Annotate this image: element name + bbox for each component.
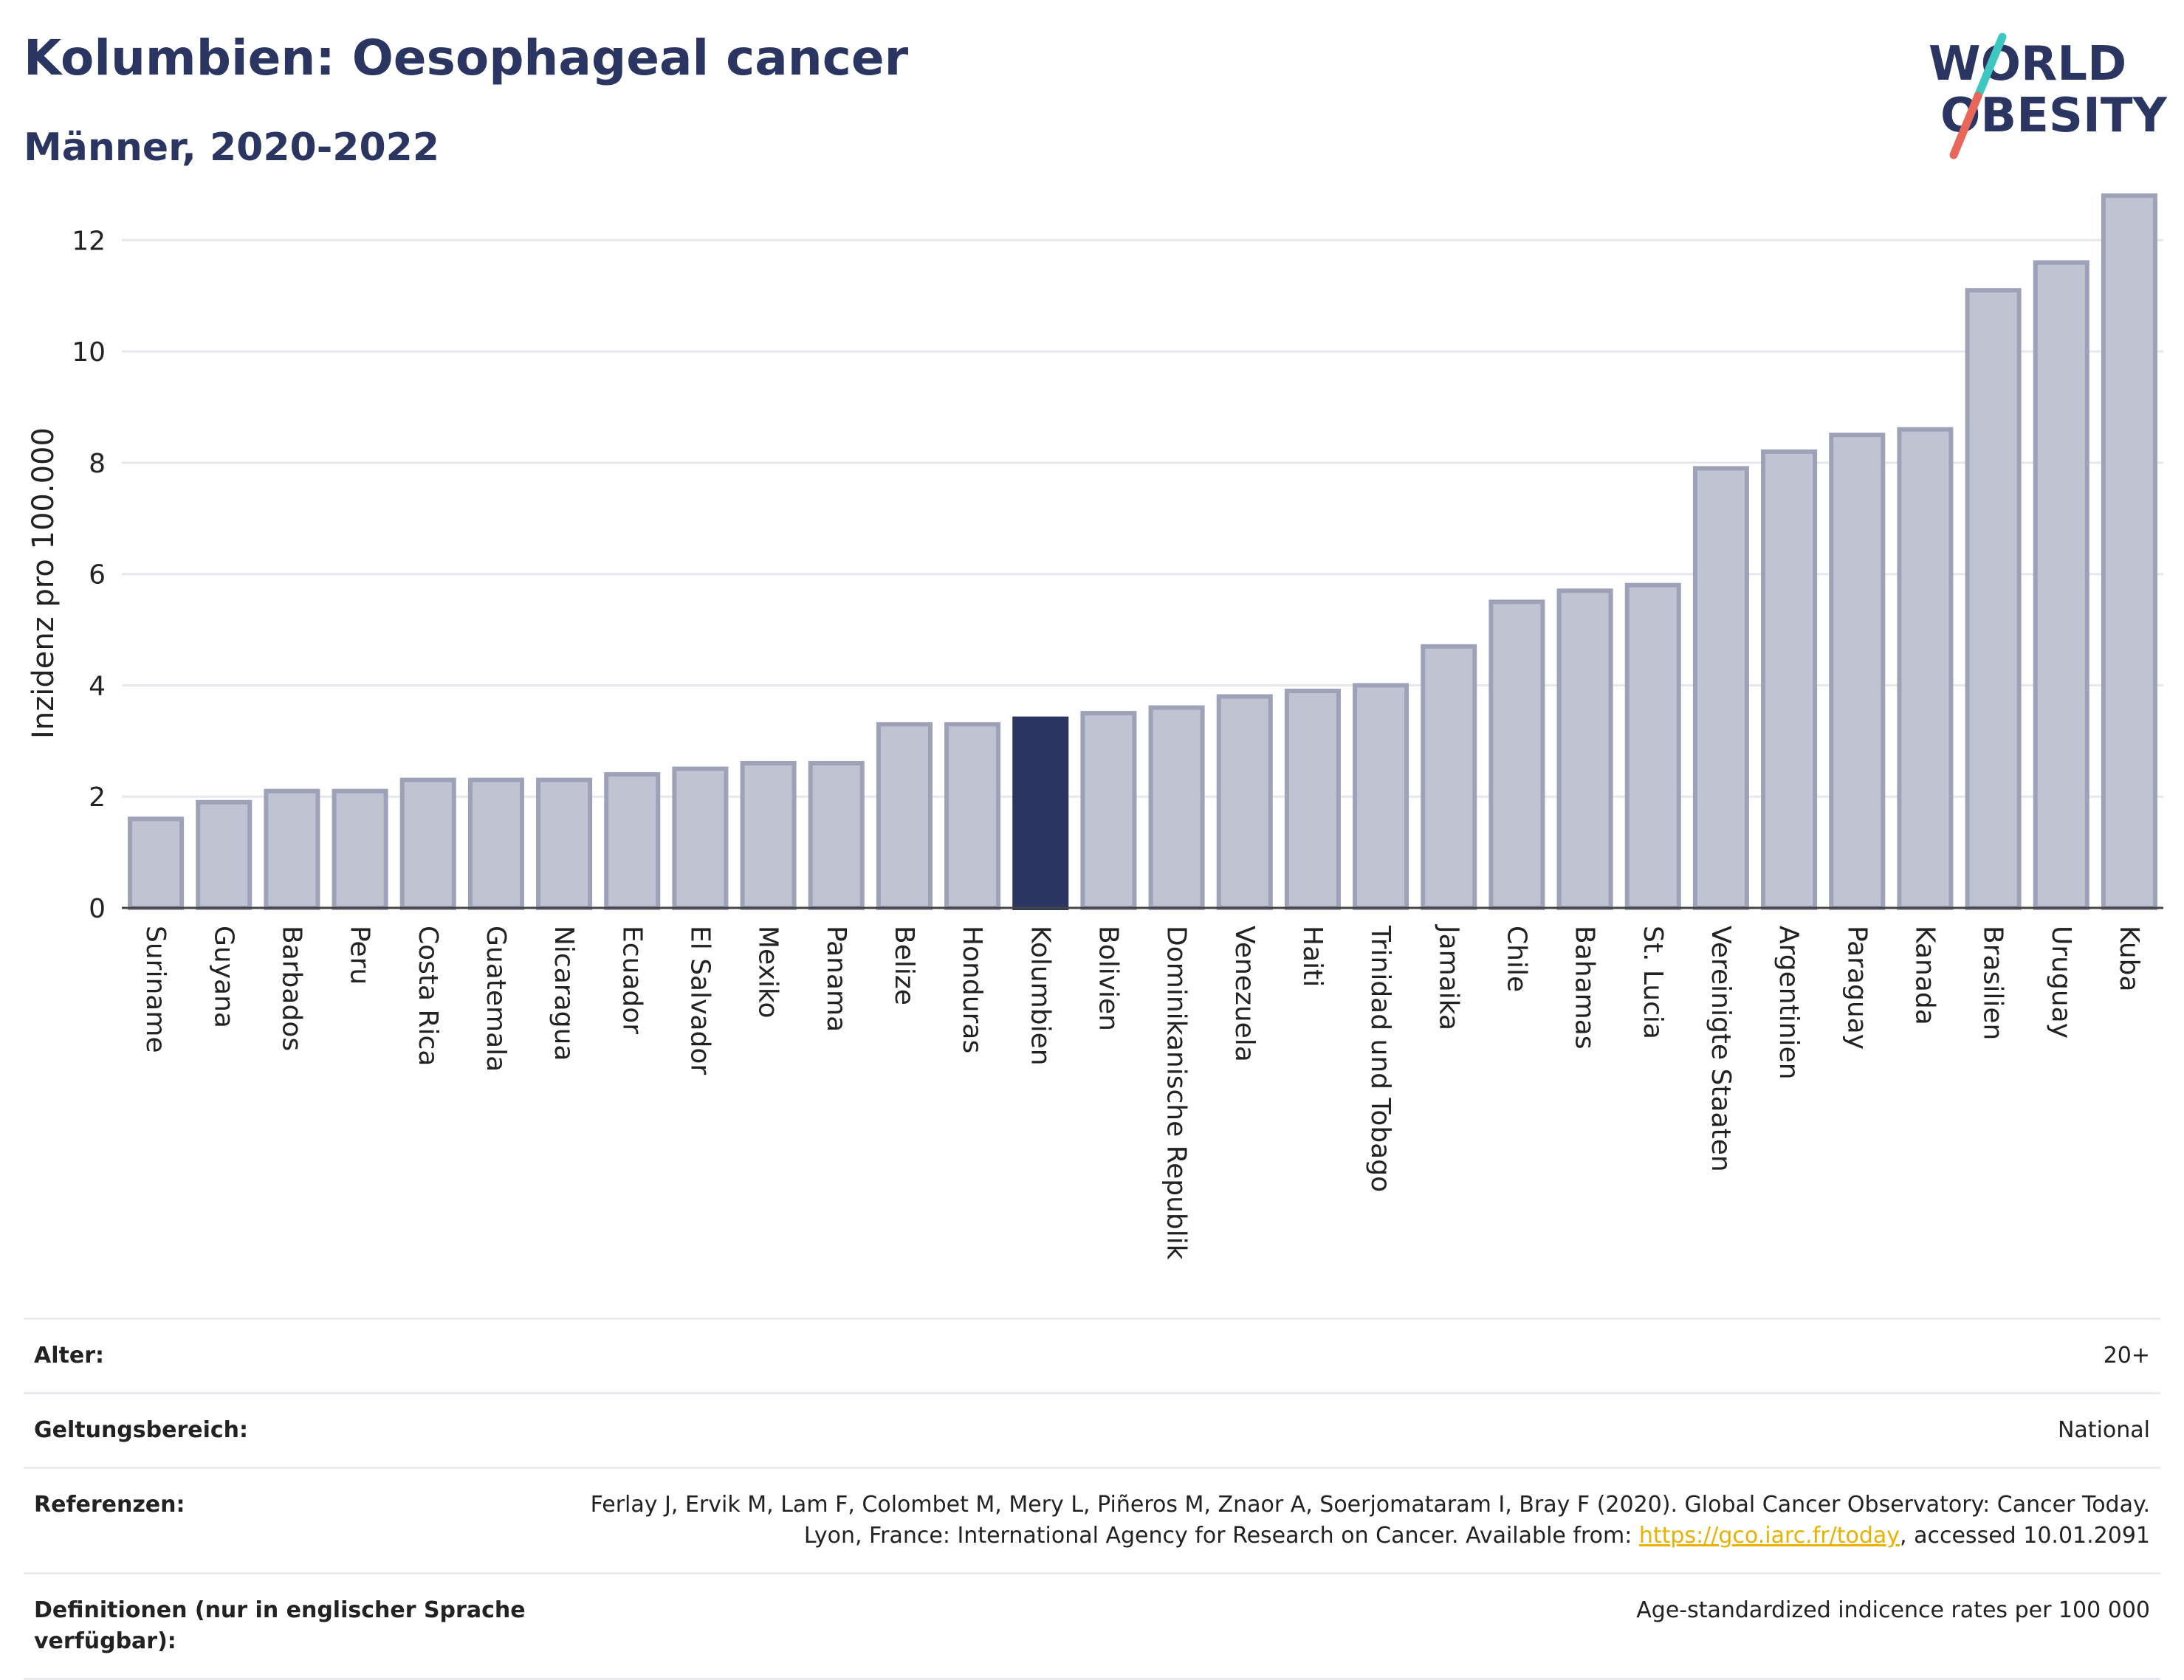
bar-paraguay	[1829, 433, 1886, 910]
x-tick-label: Haiti	[1297, 926, 1328, 987]
x-tick-label: Nicaragua	[549, 926, 579, 1061]
x-tick-label: Barbados	[276, 926, 306, 1051]
x-tick-label: Kolumbien	[1025, 926, 1055, 1066]
x-tick-label: Kuba	[2114, 926, 2144, 992]
bar-chile	[1488, 599, 1545, 911]
bar-guatemala	[467, 777, 524, 910]
x-tick-label: Guatemala	[481, 926, 511, 1072]
info-row-scope: Geltungsbereich: National	[24, 1393, 2160, 1468]
bar-bahamas	[1556, 588, 1613, 910]
y-tick-label: 12	[72, 226, 106, 256]
bar-kuba	[2101, 193, 2157, 911]
bar-trinidad-und-tobago	[1353, 683, 1409, 910]
y-tick-label: 0	[89, 894, 106, 924]
definitions-value: Age-standardized indicence rates per 100…	[1636, 1597, 2150, 1623]
x-tick-label: Trinidad und Tobago	[1365, 925, 1395, 1192]
bar-suriname	[128, 816, 185, 911]
bar-panama	[808, 761, 865, 910]
info-row-definitions: Definitionen (nur in englischer Sprache …	[24, 1573, 2160, 1679]
bar-ecuador	[604, 772, 661, 910]
x-tick-label: Chile	[1501, 926, 1531, 992]
bar-jamaika	[1421, 644, 1477, 910]
x-tick-label: Jamaika	[1433, 924, 1463, 1030]
bar-argentinien	[1761, 449, 1818, 911]
y-axis-title: Inzidenz pro 100.000	[27, 427, 61, 739]
bar-mexiko	[740, 761, 797, 910]
reference-link[interactable]: https://gco.iarc.fr/today	[1638, 1523, 1900, 1549]
x-tick-label: Costa Rica	[413, 926, 443, 1066]
bar-peru	[332, 788, 388, 911]
bar-brasilien	[1965, 288, 2022, 910]
x-tick-label: Belize	[889, 926, 919, 1005]
x-tick-label: Kanada	[1909, 926, 1940, 1025]
x-tick-label: Brasilien	[1978, 926, 2008, 1040]
info-row-references: Referenzen: Ferlay J, Ervik M, Lam F, Co…	[24, 1467, 2160, 1574]
x-tick-label: Dominikanische Republik	[1161, 926, 1192, 1260]
reference-accessed: , accessed 10.01.2091	[1900, 1523, 2150, 1549]
bar-haiti	[1284, 689, 1341, 910]
bar-costa-rica	[399, 777, 456, 910]
x-tick-label: Argentinien	[1773, 926, 1804, 1080]
page-title: Kolumbien: Oesophageal cancer	[24, 30, 909, 86]
y-tick-label: 10	[72, 337, 106, 368]
x-tick-label: Suriname	[140, 926, 171, 1053]
age-value: 20+	[2103, 1343, 2150, 1369]
age-label: Alter:	[34, 1343, 104, 1369]
bar-st.-lucia	[1624, 582, 1681, 910]
references-label: Referenzen:	[34, 1492, 185, 1518]
bar-kanada	[1897, 427, 1954, 910]
bar-belize	[876, 722, 933, 910]
x-tick-label: Mexiko	[753, 926, 783, 1018]
scope-label: Geltungsbereich:	[34, 1417, 249, 1443]
bar-bolivien	[1080, 711, 1137, 911]
x-tick-label: St. Lucia	[1638, 926, 1668, 1039]
y-tick-label: 2	[89, 782, 106, 813]
reference-text: Ferlay J, Ervik M, Lam F, Colombet M, Me…	[590, 1492, 2150, 1549]
bar-vereinigte-staaten	[1692, 466, 1749, 910]
bar-nicaragua	[536, 777, 593, 910]
x-tick-label: El Salvador	[684, 926, 715, 1075]
scope-value: National	[2057, 1417, 2150, 1443]
bar-dominikanische-republik	[1148, 705, 1205, 910]
y-tick-label: 6	[89, 560, 106, 591]
x-tick-label: Paraguay	[1841, 926, 1872, 1050]
logo-stripe-top	[1974, 32, 2007, 100]
y-tick-label: 8	[89, 449, 106, 479]
x-tick-label: Ecuador	[617, 926, 647, 1034]
logo-line1: WORLD	[1929, 37, 2126, 92]
x-tick-label: Guyana	[208, 926, 238, 1028]
x-tick-label: Bolivien	[1093, 926, 1123, 1031]
bar-honduras	[944, 722, 1001, 910]
x-tick-label: Vereinigte Staaten	[1706, 926, 1736, 1172]
logo-stripe-bottom	[1949, 92, 1982, 159]
info-table: Alter: 20+ Geltungsbereich: National Ref…	[24, 1318, 2160, 1680]
x-tick-label: Honduras	[957, 926, 987, 1053]
bar-barbados	[264, 788, 320, 911]
bar-el-salvador	[672, 766, 729, 910]
y-tick-label: 4	[89, 671, 106, 701]
bar-uruguay	[2033, 260, 2089, 911]
bar-chart: 0 2 4 6 8 10 12 Inzidenz pro 100.000 Suriname Guy…	[27, 193, 2163, 1260]
references-value: Ferlay J, Ervik M, Lam F, Colombet M, Me…	[561, 1468, 2160, 1574]
x-tick-label: Venezuela	[1229, 926, 1260, 1062]
x-tick-label: Bahamas	[1570, 926, 1600, 1050]
x-tick-label: Uruguay	[2046, 926, 2076, 1039]
page-subtitle: Männer, 2020-2022	[24, 125, 440, 170]
bar-guyana	[196, 799, 253, 910]
x-tick-label: Panama	[821, 926, 851, 1032]
definitions-label: Definitionen (nur in englischer Sprache …	[34, 1597, 526, 1654]
world-obesity-logo: WORLD OBESITY	[1929, 32, 2167, 159]
x-tick-label: Peru	[345, 926, 375, 985]
bar-venezuela	[1216, 694, 1273, 910]
bar-kolumbien	[1012, 716, 1069, 910]
info-row-age: Alter: 20+	[24, 1318, 2160, 1394]
